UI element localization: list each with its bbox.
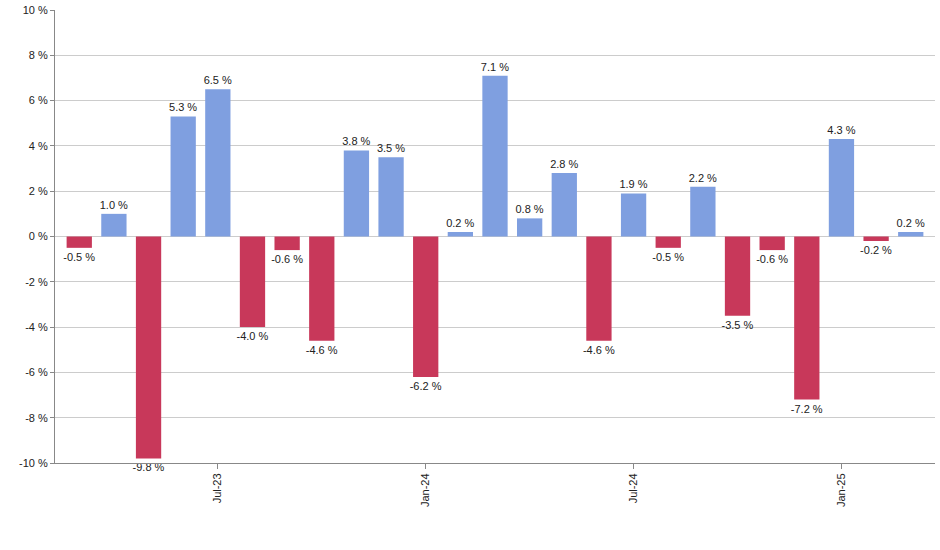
svg-text:4.3 %: 4.3 % — [827, 124, 855, 136]
svg-text:1.9 %: 1.9 % — [619, 178, 647, 190]
svg-text:-4.6 %: -4.6 % — [306, 344, 338, 356]
svg-text:2.8 %: 2.8 % — [550, 158, 578, 170]
svg-text:-4 %: -4 % — [25, 321, 48, 333]
svg-text:2.2 %: 2.2 % — [689, 172, 717, 184]
svg-text:3.8 %: 3.8 % — [342, 135, 370, 147]
svg-text:-10 %: -10 % — [19, 457, 48, 469]
svg-text:0.2 %: 0.2 % — [897, 217, 925, 229]
svg-text:-3.5 %: -3.5 % — [722, 319, 754, 331]
svg-text:8 %: 8 % — [29, 49, 48, 61]
svg-text:6.5 %: 6.5 % — [204, 74, 232, 86]
svg-text:0.8 %: 0.8 % — [515, 203, 543, 215]
svg-text:-4.6 %: -4.6 % — [583, 344, 615, 356]
svg-text:-6 %: -6 % — [25, 366, 48, 378]
svg-text:Jan-24: Jan-24 — [419, 473, 431, 507]
svg-text:Jul-23: Jul-23 — [211, 473, 223, 503]
svg-text:7.1 %: 7.1 % — [481, 61, 509, 73]
svg-text:-0.6 %: -0.6 % — [271, 253, 303, 265]
svg-text:2 %: 2 % — [29, 185, 48, 197]
svg-text:-0.2 %: -0.2 % — [860, 244, 892, 256]
svg-text:5.3 %: 5.3 % — [169, 101, 197, 113]
svg-text:6 %: 6 % — [29, 94, 48, 106]
svg-text:0.2 %: 0.2 % — [446, 217, 474, 229]
svg-text:3.5 %: 3.5 % — [377, 142, 405, 154]
svg-text:-0.6 %: -0.6 % — [756, 253, 788, 265]
svg-text:-4.0 %: -4.0 % — [236, 330, 268, 342]
svg-text:4 %: 4 % — [29, 140, 48, 152]
svg-text:-7.2 %: -7.2 % — [791, 403, 823, 415]
svg-text:1.0 %: 1.0 % — [100, 199, 128, 211]
svg-text:-9.8 %: -9.8 % — [133, 461, 165, 473]
svg-text:Jan-25: Jan-25 — [835, 473, 847, 507]
svg-text:-0.5 %: -0.5 % — [652, 251, 684, 263]
svg-text:-6.2 %: -6.2 % — [410, 380, 442, 392]
svg-text:0 %: 0 % — [29, 230, 48, 242]
svg-text:-8 %: -8 % — [25, 412, 48, 424]
svg-text:Jul-24: Jul-24 — [627, 473, 639, 503]
svg-text:-2 %: -2 % — [25, 276, 48, 288]
svg-text:-0.5 %: -0.5 % — [63, 251, 95, 263]
svg-text:10 %: 10 % — [23, 4, 48, 16]
